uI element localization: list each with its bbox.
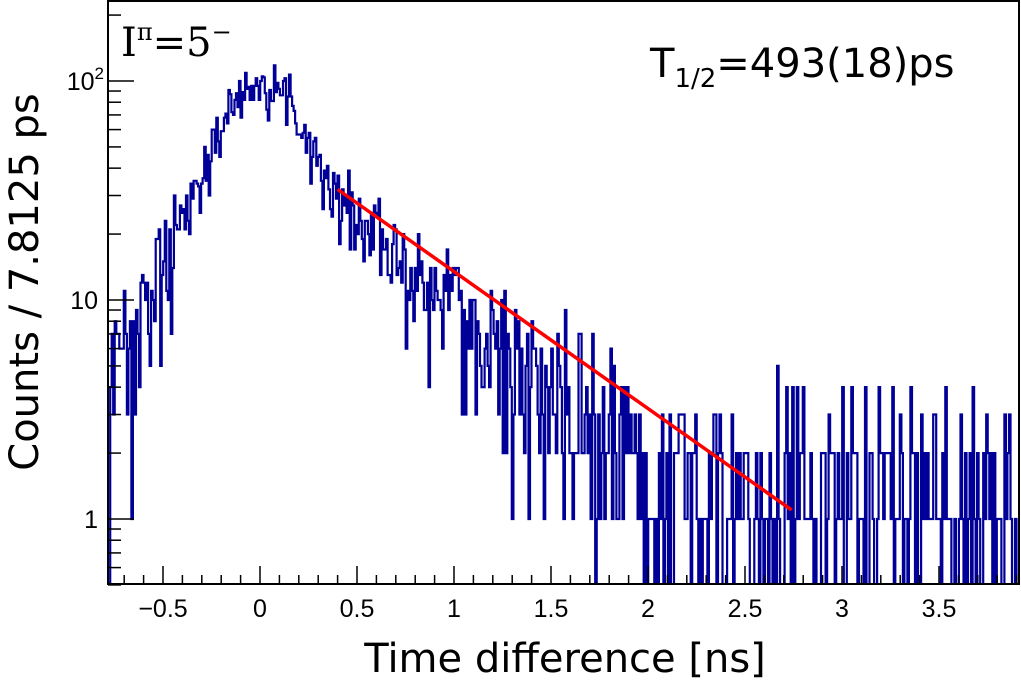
y-axis-ticks bbox=[108, 14, 134, 586]
x-tick-label: 2 bbox=[641, 595, 655, 623]
x-tick-label: −0.5 bbox=[138, 595, 187, 623]
x-tick-label: 3.5 bbox=[922, 595, 957, 623]
plot-frame bbox=[107, 0, 1020, 585]
x-tick-label: 0 bbox=[253, 595, 267, 623]
y-axis-title: Counts / 7.8125 ps bbox=[2, 93, 48, 470]
x-axis-tick-labels: −0.5 0 0.5 1 1.5 2 2.5 3 3.5 bbox=[138, 595, 956, 623]
histogram-series bbox=[109, 64, 1018, 584]
spin-parity-annotation: Iπ=5− bbox=[121, 18, 232, 66]
y-axis-tick-labels: 1 10 102 bbox=[67, 64, 104, 534]
svg-text:T1/2=493(18)ps: T1/2=493(18)ps bbox=[649, 41, 954, 94]
y-tick-label: 10 bbox=[70, 287, 98, 315]
plot-area bbox=[109, 64, 1018, 584]
x-axis-title: Time difference [ns] bbox=[363, 636, 766, 681]
half-life-annotation: T1/2=493(18)ps bbox=[649, 41, 954, 94]
y-tick-label: 1 bbox=[84, 506, 98, 534]
fit-line bbox=[336, 187, 793, 512]
x-tick-label: 3 bbox=[835, 595, 849, 623]
x-tick-label: 2.5 bbox=[728, 595, 763, 623]
svg-text:Iπ=5−: Iπ=5− bbox=[121, 18, 232, 66]
x-tick-label: 1.5 bbox=[534, 595, 569, 623]
x-tick-label: 1 bbox=[447, 595, 461, 623]
y-tick-label: 102 bbox=[67, 64, 104, 96]
x-tick-label: 0.5 bbox=[340, 595, 375, 623]
x-axis-ticks bbox=[123, 566, 1018, 584]
